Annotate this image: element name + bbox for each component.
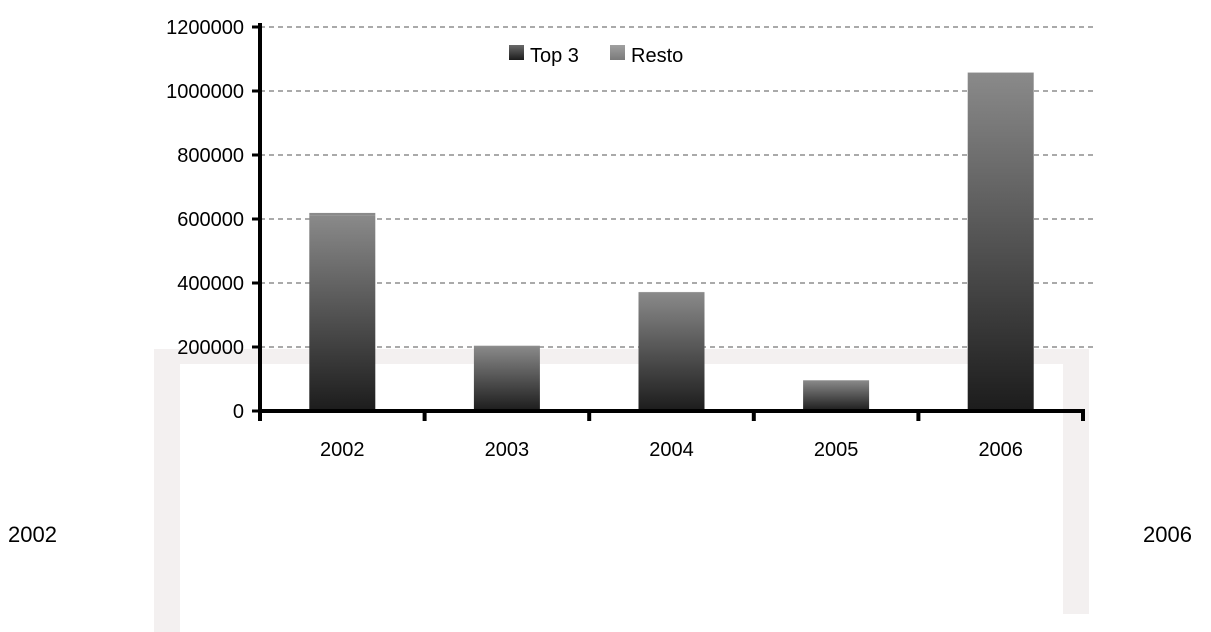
bar-resto-2002: [309, 212, 376, 216]
y-tick-label-4: 800000: [177, 145, 244, 167]
side-label-left: 2002: [8, 522, 57, 547]
x-tick-labels: 2002 2003 2004 2005 2006: [320, 439, 1023, 461]
background-panel-left: [154, 349, 180, 632]
y-tick-label-6: 1200000: [166, 17, 244, 39]
grid-lines: [260, 26, 1093, 348]
legend-swatch-resto: [610, 45, 625, 60]
x-tick-label-2003: 2003: [485, 439, 530, 461]
bar-top-3-2005: [803, 380, 870, 411]
bars: [309, 72, 1034, 411]
x-tick-label-2005: 2005: [814, 439, 859, 461]
x-tick-label-2002: 2002: [320, 439, 365, 461]
legend-label-top3: Top 3: [530, 45, 579, 67]
bar-top-3-2002: [309, 215, 376, 411]
y-tick-label-0: 0: [233, 401, 244, 423]
x-tick-label-2004: 2004: [649, 439, 694, 461]
bar-top-3-2006: [967, 72, 1034, 411]
y-tick-labels: 0 200000 400000 600000 800000 1000000 1200000: [166, 17, 244, 423]
background-panel-top: [154, 349, 1089, 364]
x-tick-label-2006: 2006: [978, 439, 1023, 461]
y-tick-label-3: 600000: [177, 209, 244, 231]
y-tick-label-5: 1000000: [166, 81, 244, 103]
background-panel-right: [1063, 349, 1089, 614]
y-tick-label-1: 200000: [177, 337, 244, 359]
legend-label-resto: Resto: [631, 45, 683, 67]
bar-top-3-2003: [473, 346, 540, 411]
axes: [252, 23, 1085, 421]
bar-top-3-2004: [638, 292, 705, 411]
legend-swatch-top3: [509, 45, 524, 60]
legend: Top 3 Resto: [509, 45, 683, 67]
y-tick-label-2: 400000: [177, 273, 244, 295]
side-label-right: 2006: [1143, 522, 1192, 547]
